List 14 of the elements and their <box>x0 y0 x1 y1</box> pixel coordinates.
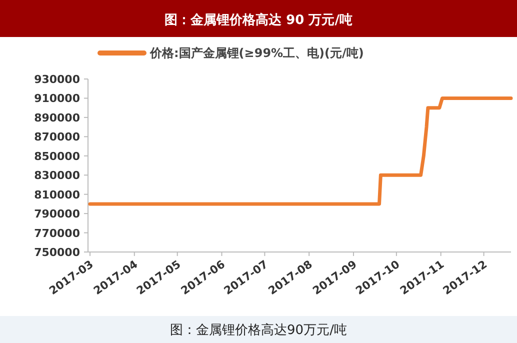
y-tick-label: 830000 <box>34 169 80 182</box>
y-tick-label: 790000 <box>34 208 80 221</box>
y-tick-label: 930000 <box>34 73 80 86</box>
text: 图：金属锂价格高达90万元/吨 <box>170 322 347 338</box>
y-tick-label: 770000 <box>34 226 80 240</box>
chart-title: 图：金属锂价格高达 90 万元/吨 <box>164 12 352 28</box>
y-tick-label: 750000 <box>34 246 80 259</box>
line-series <box>88 96 513 206</box>
legend-label: 价格:国产金属锂(≥99%工、电)(元/吨) <box>149 46 364 60</box>
y-tick-label: 810000 <box>34 188 80 202</box>
y-tick-label: 870000 <box>34 130 80 144</box>
y-tick-label: 910000 <box>34 92 80 106</box>
y-tick-label: 850000 <box>34 150 80 163</box>
y-tick-label: 890000 <box>34 111 80 124</box>
